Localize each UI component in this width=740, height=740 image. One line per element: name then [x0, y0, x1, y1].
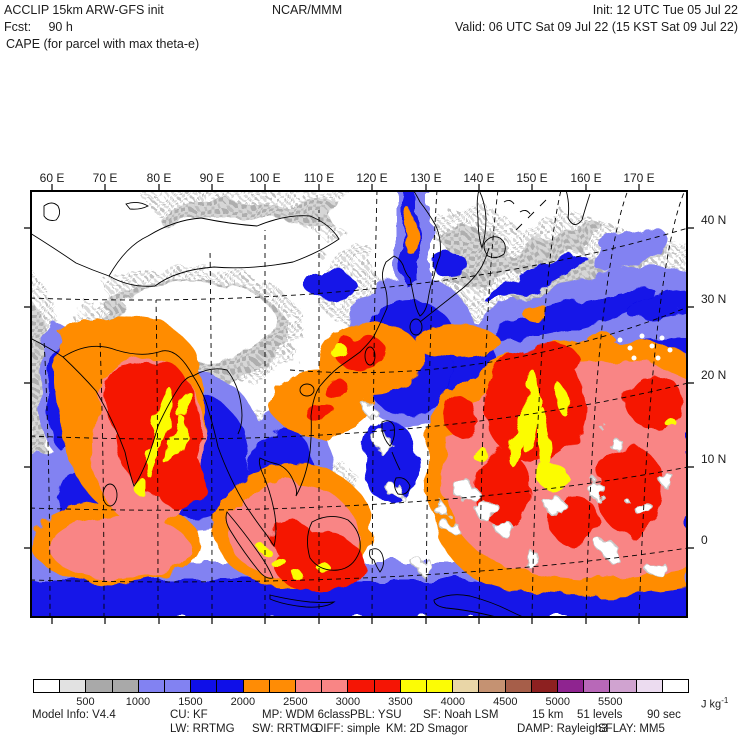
colorbar-cell	[373, 680, 400, 692]
colorbar-cell	[399, 680, 427, 692]
colorbar-cell	[504, 680, 531, 692]
colorbar-cell	[164, 680, 191, 692]
cape-map	[24, 184, 694, 624]
model-info-segment: SW: RRTMG	[252, 723, 319, 735]
org-label: NCAR/MMM	[272, 3, 343, 17]
x-axis-label: 60 E	[39, 171, 65, 185]
axis-ticks	[24, 184, 694, 624]
y-axis-label: 40 N	[701, 213, 727, 227]
colorbar-cell	[190, 680, 217, 692]
x-axis-label: 170 E	[623, 171, 655, 185]
colorbar-cell	[85, 680, 112, 692]
model-info-segment: PBL: YSU	[350, 709, 402, 721]
colorbar-cell	[557, 680, 584, 692]
colorbar-cell	[452, 680, 479, 692]
y-axis-label: 20 N	[701, 368, 727, 382]
cloud-hole-regions	[363, 403, 676, 577]
colorbar-cell	[242, 680, 269, 692]
colorbar-cell	[530, 680, 558, 692]
model-info-segment: SF: Noah LSM	[423, 709, 499, 721]
colorbar-cell	[137, 680, 165, 692]
field-title: CAPE (for parcel with max theta-e)	[6, 37, 200, 51]
graticule	[30, 190, 688, 618]
small-cloud-dots	[617, 333, 673, 361]
colorbar-tick-label: 5000	[545, 696, 571, 708]
y-axis-label: 0	[701, 533, 708, 547]
colorbar	[33, 679, 689, 693]
x-axis-label: 90 E	[199, 171, 225, 185]
colorbar-tick-label: 3500	[388, 696, 413, 708]
x-axis-label: 140 E	[463, 171, 495, 185]
colorbar-tick-label: 5500	[598, 696, 623, 708]
model-title: ACCLIP 15km ARW-GFS init	[4, 3, 164, 17]
model-info-segment: Model Info: V4.4	[32, 709, 116, 721]
colorbar-unit: J kg-1	[701, 696, 729, 711]
y-axis-label: 10 N	[701, 452, 727, 466]
x-axis-label: 160 E	[570, 171, 602, 185]
map-frame	[30, 190, 688, 618]
forecast-hour: Fcst: 90 h	[4, 20, 73, 34]
x-axis-label: 80 E	[146, 171, 172, 185]
x-axis-label: 110 E	[303, 171, 335, 185]
colorbar-cell	[635, 680, 662, 692]
x-axis-label: 150 E	[516, 171, 548, 185]
colorbar-tick-label: 4000	[440, 696, 466, 708]
valid-time: Valid: 06 UTC Sat 09 Jul 22 (15 KST Sat …	[454, 20, 738, 34]
colorbar-tick-label: 1500	[178, 696, 203, 708]
model-info-segment: SFLAY: MM5	[598, 723, 665, 735]
model-info-segment: 15 km	[532, 709, 564, 721]
model-info-segment: MP: WDM 6class	[262, 709, 351, 721]
colorbar-cell	[34, 680, 60, 692]
colorbar-cell	[426, 680, 453, 692]
cape-map-plot	[24, 184, 694, 624]
x-axis-label: 70 E	[92, 171, 118, 185]
init-time: Init: 12 UTC Tue 05 Jul 22	[592, 3, 738, 17]
coastlines	[30, 190, 591, 618]
colorbar-cell	[321, 680, 348, 692]
colorbar-tick-label: 500	[76, 696, 95, 708]
colorbar-cell	[478, 680, 505, 692]
colorbar-cell	[111, 680, 138, 692]
model-info-segment: CU: KF	[170, 709, 208, 721]
colorbar-cell	[609, 680, 636, 692]
colorbar-cell	[216, 680, 243, 692]
colorbar-cell	[295, 680, 322, 692]
y-axis-label: 30 N	[701, 292, 727, 306]
x-axis-label: 100 E	[249, 171, 281, 185]
model-info-segment: LW: RRTMG	[170, 723, 235, 735]
colorbar-cell	[268, 680, 296, 692]
model-info-segment: KM: 2D Smagor	[386, 723, 468, 735]
x-axis-label: 130 E	[410, 171, 442, 185]
colorbar-cell	[59, 680, 86, 692]
colorbar-tick-label: 3000	[335, 696, 361, 708]
model-info-segment: 51 levels	[577, 709, 623, 721]
model-info-segment: 90 sec	[647, 709, 681, 721]
colorbar-cell	[583, 680, 610, 692]
colorbar-tick-label: 2500	[283, 696, 308, 708]
colorbar-tick-label: 1000	[125, 696, 151, 708]
model-info-segment: DAMP: Rayleigh3	[517, 723, 608, 735]
colorbar-tick-label: 2000	[230, 696, 256, 708]
colorbar-cell	[347, 680, 374, 692]
colorbar-tick-label: 4500	[493, 696, 518, 708]
colorbar-cell	[661, 680, 689, 692]
model-info-segment: DIFF: simple	[315, 723, 381, 735]
x-axis-label: 120 E	[356, 171, 388, 185]
